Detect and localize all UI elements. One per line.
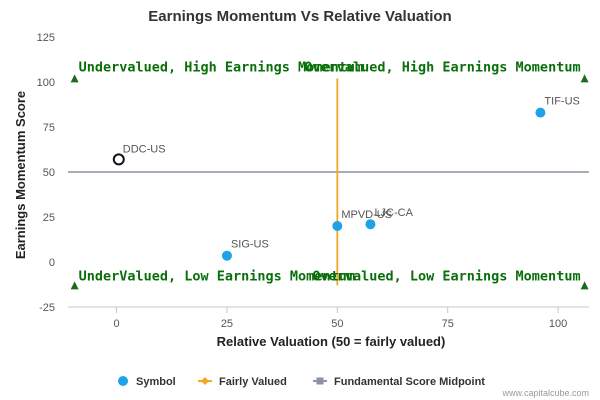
data-point-label: LJC-CA: [374, 207, 413, 219]
chart-title: Earnings Momentum Vs Relative Valuation: [148, 8, 451, 25]
legend-diamond-icon: [201, 377, 209, 385]
quadrant-label-top-left: Undervalued, High Earnings Momentum: [79, 59, 363, 75]
y-tick-label: -25: [39, 302, 55, 314]
triangle-marker: [580, 74, 589, 83]
legend-item: Fairly Valued: [198, 376, 287, 388]
quadrant-label-top-right: Overvalued, High Earnings Momentum: [304, 59, 580, 75]
data-point-label: SIG-US: [231, 239, 269, 251]
x-tick-label: 75: [442, 318, 454, 330]
data-point-label: DDC-US: [123, 143, 166, 155]
data-point: [112, 153, 125, 166]
data-point-label: TIF-US: [544, 96, 579, 108]
triangle-marker: [70, 74, 79, 83]
y-tick-label: 25: [43, 212, 55, 224]
data-point: [365, 219, 376, 230]
legend-symbol-icon: [118, 376, 128, 386]
x-tick-label: 100: [549, 318, 567, 330]
data-point: [221, 250, 232, 261]
legend-label: Symbol: [136, 376, 176, 388]
credit-text: www.capitalcube.com: [501, 388, 589, 398]
data-point: [332, 221, 343, 231]
legend: Symbol Fairly Valued Fundamental Score Mid…: [118, 376, 485, 388]
legend-item: Fundamental Score Midpoint: [313, 376, 485, 388]
x-axis-title: Relative Valuation (50 = fairly valued): [217, 334, 446, 349]
legend-square-icon: [316, 377, 324, 385]
x-tick-label: 50: [331, 318, 343, 330]
triangle-marker: [70, 281, 79, 290]
data-point: [535, 107, 546, 118]
quadrant-label-bottom-right: Overvalued, Low Earnings Momentum: [312, 268, 580, 284]
y-tick-label: 50: [43, 167, 55, 179]
y-axis-title: Earnings Momentum Score: [13, 91, 28, 259]
y-tick-label: 100: [37, 77, 55, 89]
legend-item: Symbol: [118, 376, 176, 388]
y-tick-label: 125: [37, 32, 55, 44]
x-tick-label: 25: [221, 318, 233, 330]
triangle-marker: [580, 281, 589, 290]
legend-label: Fundamental Score Midpoint: [334, 376, 485, 388]
plot-area: 0 25 50 75 100 -25 0 25 50 75 100 125 Undervalued, H…: [37, 32, 589, 330]
quadrant-label-bottom-left: UnderValued, Low Earnings Momentum: [79, 268, 355, 284]
legend-label: Fairly Valued: [219, 376, 287, 388]
data-point-label: MPVD-US: [341, 209, 392, 221]
y-tick-label: 75: [43, 122, 55, 134]
y-tick-label: 0: [49, 257, 55, 269]
x-tick-label: 0: [114, 318, 120, 330]
